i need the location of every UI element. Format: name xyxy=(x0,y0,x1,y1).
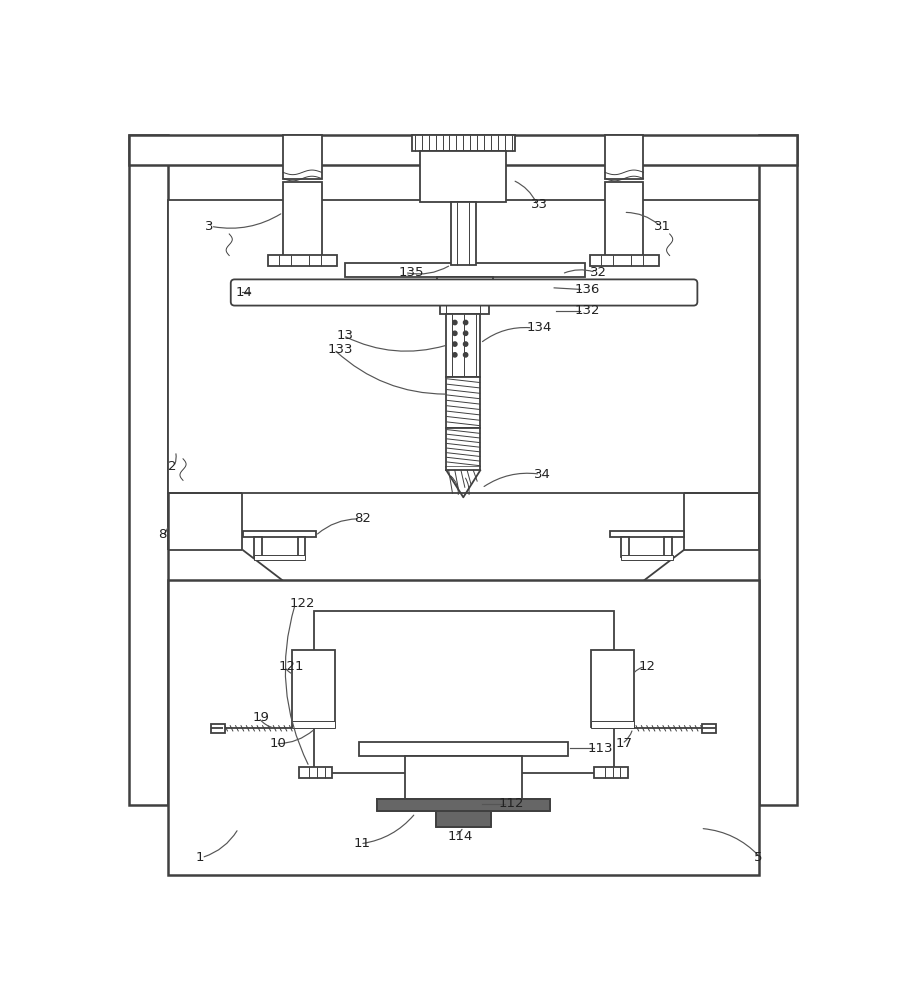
Text: 1: 1 xyxy=(195,851,203,864)
Text: 14: 14 xyxy=(235,286,252,299)
Text: 112: 112 xyxy=(498,797,524,810)
Bar xyxy=(298,767,332,778)
Text: 19: 19 xyxy=(252,711,269,724)
Bar xyxy=(292,721,335,728)
Bar xyxy=(591,721,634,728)
Bar xyxy=(446,314,479,377)
Bar xyxy=(589,255,658,266)
Text: 2: 2 xyxy=(167,460,176,473)
Text: 12: 12 xyxy=(638,660,656,673)
Bar xyxy=(405,756,521,799)
Bar xyxy=(283,135,321,179)
Bar xyxy=(243,531,316,537)
Polygon shape xyxy=(446,466,479,470)
Bar xyxy=(420,151,506,202)
Text: 82: 82 xyxy=(354,512,370,525)
Bar xyxy=(759,135,796,805)
Text: 31: 31 xyxy=(654,220,671,233)
Text: 121: 121 xyxy=(278,660,303,673)
Text: 122: 122 xyxy=(289,597,314,610)
Bar xyxy=(702,724,715,733)
Bar xyxy=(440,302,489,314)
Circle shape xyxy=(452,342,457,346)
Circle shape xyxy=(463,342,467,346)
Bar xyxy=(451,202,475,265)
Circle shape xyxy=(463,353,467,357)
Bar xyxy=(377,799,549,811)
Text: 134: 134 xyxy=(526,321,551,334)
Bar xyxy=(411,135,515,151)
Bar xyxy=(591,650,634,727)
Text: 133: 133 xyxy=(328,343,353,356)
Text: 11: 11 xyxy=(354,837,370,850)
Bar xyxy=(604,135,643,179)
Text: 10: 10 xyxy=(269,737,286,750)
Bar xyxy=(610,531,683,537)
Text: 113: 113 xyxy=(587,742,613,755)
Bar xyxy=(292,650,335,727)
Bar xyxy=(254,537,261,557)
Bar xyxy=(313,611,613,773)
Bar xyxy=(664,537,671,557)
Bar xyxy=(446,377,479,428)
Text: 114: 114 xyxy=(447,830,473,843)
Text: 8: 8 xyxy=(158,528,166,541)
FancyBboxPatch shape xyxy=(230,279,696,306)
Bar xyxy=(358,742,567,756)
Bar xyxy=(437,277,492,286)
Bar xyxy=(254,555,305,560)
Circle shape xyxy=(452,320,457,325)
Bar xyxy=(129,135,796,165)
Text: 132: 132 xyxy=(573,304,599,317)
Text: 135: 135 xyxy=(398,266,424,279)
Text: 34: 34 xyxy=(534,468,551,481)
Text: 17: 17 xyxy=(615,737,632,750)
Bar xyxy=(210,724,224,733)
Text: 33: 33 xyxy=(530,198,547,211)
Bar xyxy=(604,182,643,259)
Bar xyxy=(620,555,672,560)
Circle shape xyxy=(463,320,467,325)
Bar xyxy=(593,767,628,778)
Bar xyxy=(620,537,628,557)
Text: 136: 136 xyxy=(573,283,599,296)
Bar xyxy=(167,580,759,875)
Circle shape xyxy=(452,353,457,357)
Bar xyxy=(129,135,167,805)
Bar xyxy=(344,263,584,277)
Bar xyxy=(267,255,337,266)
Bar xyxy=(297,537,305,557)
Text: 13: 13 xyxy=(337,329,354,342)
Circle shape xyxy=(463,331,467,335)
Bar xyxy=(435,811,490,827)
Bar xyxy=(283,182,321,259)
Bar xyxy=(167,200,759,493)
Text: 5: 5 xyxy=(753,851,762,864)
Bar xyxy=(446,428,479,466)
Circle shape xyxy=(452,331,457,335)
Text: 32: 32 xyxy=(589,266,606,279)
Text: 3: 3 xyxy=(204,220,213,233)
